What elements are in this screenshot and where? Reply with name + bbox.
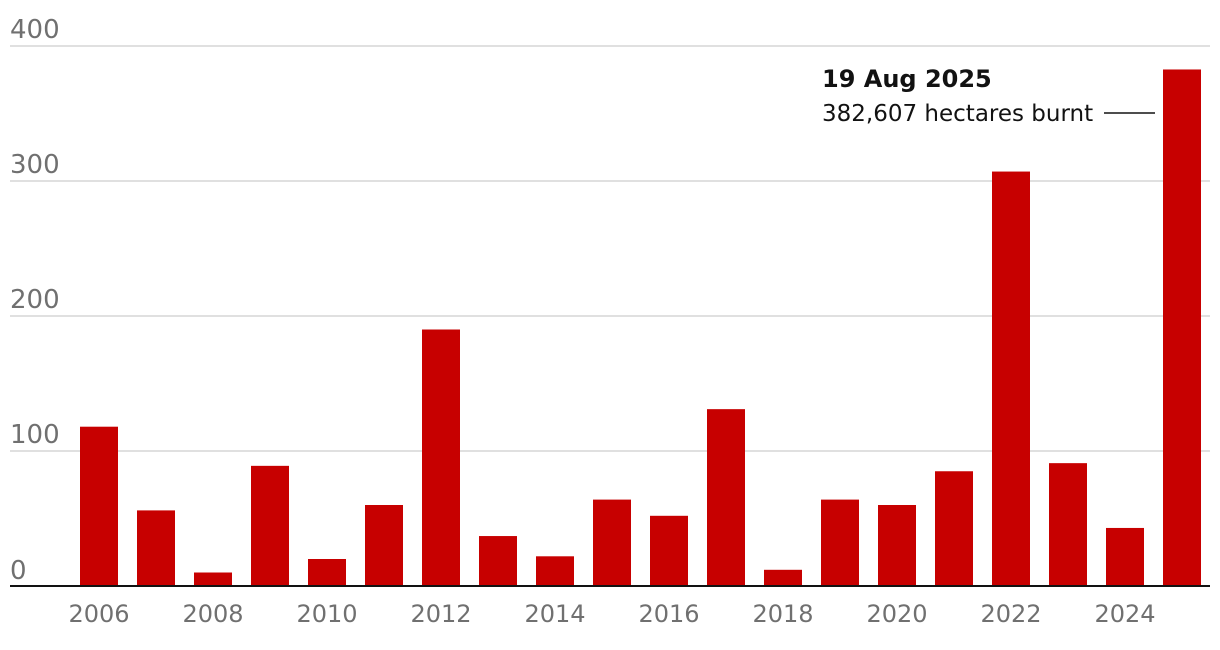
bar-2024 [1106, 527, 1144, 586]
bar-2019 [821, 499, 859, 586]
bar-2025 [1163, 69, 1201, 587]
bar-2010 [308, 559, 346, 586]
x-tick-label-2018: 2018 [752, 600, 813, 628]
bar-2020 [878, 505, 916, 586]
annotation-title: 19 Aug 2025 [822, 65, 992, 93]
bar-2013 [479, 536, 517, 586]
bar-2021 [935, 471, 973, 586]
x-tick-label-2012: 2012 [410, 600, 471, 628]
annotation: 19 Aug 2025 382,607 hectares burnt [822, 65, 1155, 127]
bar-2007 [137, 510, 175, 586]
y-tick-label-300: 300 [10, 150, 60, 180]
x-tick-label-2024: 2024 [1094, 600, 1155, 628]
annotation-text: 382,607 hectares burnt [822, 101, 1093, 127]
x-tick-label-2010: 2010 [296, 600, 357, 628]
x-tick-label-2016: 2016 [638, 600, 699, 628]
bar-2006 [80, 426, 118, 586]
bar-2015 [593, 499, 631, 586]
y-tick-label-100: 100 [10, 420, 60, 450]
x-tick-label-2014: 2014 [524, 600, 585, 628]
bar-2017 [707, 409, 745, 586]
y-tick-label-400: 400 [10, 15, 60, 45]
bar-2014 [536, 556, 574, 586]
x-tick-label-2022: 2022 [980, 600, 1041, 628]
bar-2016 [650, 515, 688, 586]
bar-2011 [365, 505, 403, 586]
x-tick-label-2006: 2006 [68, 600, 129, 628]
x-tick-label-2020: 2020 [866, 600, 927, 628]
x-tick-label-2008: 2008 [182, 600, 243, 628]
y-axis-ticks: 0 100 200 300 400 [10, 15, 60, 586]
bars [80, 69, 1201, 587]
bar-2023 [1049, 463, 1087, 586]
bar-2022 [992, 171, 1030, 587]
y-tick-label-200: 200 [10, 285, 60, 315]
bar-2008 [194, 572, 232, 586]
bar-2009 [251, 465, 289, 586]
x-axis-ticks: 2006 2008 2010 2012 2014 2016 2018 2020 2022 2024 [68, 600, 1155, 628]
bar-2012 [422, 329, 460, 586]
bar-2018 [764, 569, 802, 586]
y-tick-label-0: 0 [10, 556, 27, 586]
